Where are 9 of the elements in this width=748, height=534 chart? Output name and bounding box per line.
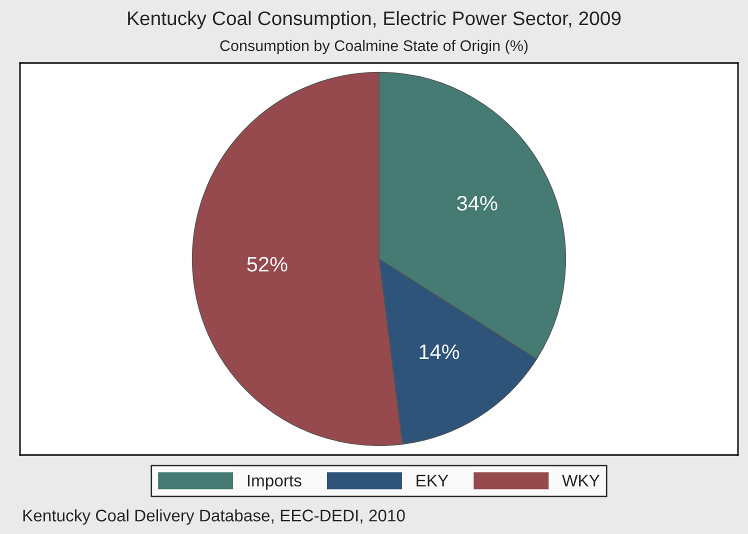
chart-subtitle: Consumption by Coalmine State of Origin (%) [220,40,528,54]
legend-label: WKY [562,474,600,486]
data-label: 52% [247,256,288,272]
text: Kentucky Coal Delivery Database, EEC-DEDI, 2010 [23,509,405,525]
data-label: 34% [457,196,498,211]
data-label: 14% [420,344,460,360]
legend-label: EKY [416,474,448,486]
chart-title: Kentucky Coal Consumption, Electric Power Sector, 2009 [128,10,621,30]
legend-label: Imports [248,474,302,490]
